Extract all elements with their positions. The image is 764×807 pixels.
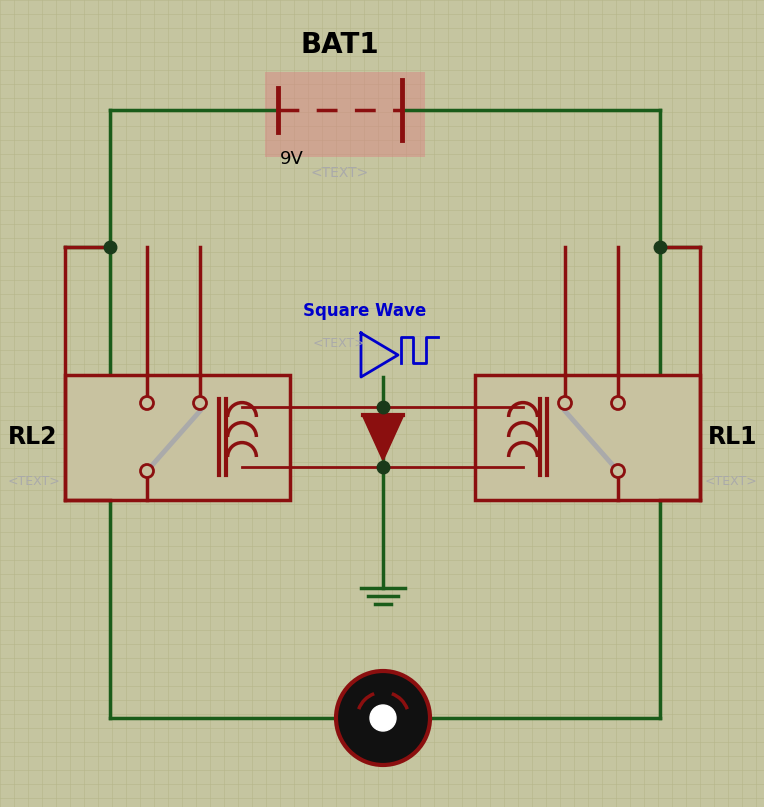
Text: <TEXT>: <TEXT> xyxy=(705,475,758,488)
Text: <TEXT>: <TEXT> xyxy=(311,166,369,180)
Text: Square Wave: Square Wave xyxy=(303,302,426,320)
Bar xyxy=(265,72,425,157)
Circle shape xyxy=(558,396,571,409)
Text: RL2: RL2 xyxy=(8,425,57,449)
Bar xyxy=(65,375,290,500)
Circle shape xyxy=(611,465,624,478)
Text: <TEXT>: <TEXT> xyxy=(313,337,366,350)
Text: 9V: 9V xyxy=(280,150,304,168)
Polygon shape xyxy=(363,415,403,459)
Circle shape xyxy=(141,396,154,409)
Text: BAT1: BAT1 xyxy=(301,31,379,59)
Text: <TEXT>: <TEXT> xyxy=(7,475,60,488)
Circle shape xyxy=(141,465,154,478)
Circle shape xyxy=(611,396,624,409)
Text: RL1: RL1 xyxy=(708,425,757,449)
Circle shape xyxy=(370,705,396,731)
Bar xyxy=(475,375,700,500)
Circle shape xyxy=(193,396,206,409)
Circle shape xyxy=(336,671,430,765)
